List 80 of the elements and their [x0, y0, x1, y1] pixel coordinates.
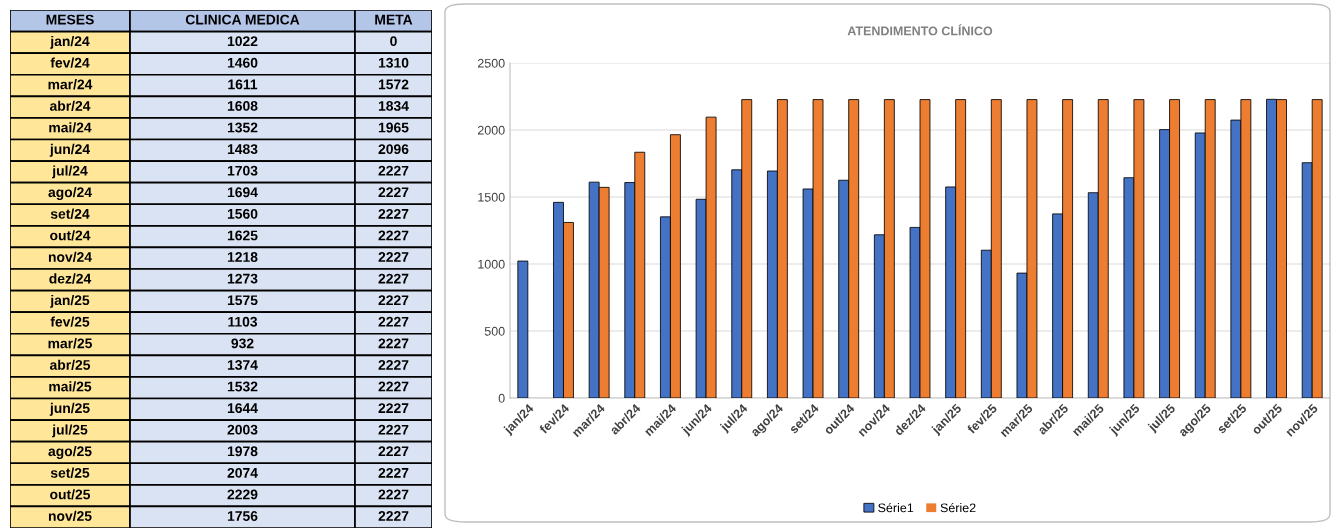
data-label: 1965 [378, 122, 409, 133]
text: MESES [46, 14, 94, 25]
category-label: mar/24 [48, 79, 93, 90]
y-tick-label: 2000 [477, 125, 505, 135]
category-label: nov/25 [48, 510, 92, 522]
data-label: 2227 [378, 467, 409, 478]
y-tick-label: 1000 [478, 259, 505, 269]
category-label: fev/24 [50, 57, 90, 68]
y-tick-label: 0 [498, 393, 505, 403]
legend-label: Série1 [878, 502, 914, 513]
y-tick-label: 500 [484, 326, 505, 336]
data-label: 1218 [227, 252, 258, 262]
category-label: jan/24 [50, 35, 90, 49]
data-label: 2227 [378, 208, 409, 219]
category-label: dez/24 [49, 273, 92, 284]
data-label: 2227 [378, 446, 409, 457]
data-label: 2227 [378, 230, 409, 241]
data-label: 0 [390, 36, 397, 47]
category-label: set/24 [50, 208, 90, 219]
data-label: 2227 [378, 295, 409, 305]
data-label: 932 [231, 338, 254, 349]
data-label: 1575 [227, 295, 258, 306]
data-label: 1625 [227, 230, 258, 241]
data-label: 1572 [378, 79, 409, 90]
category-label: mai/25 [49, 381, 92, 392]
data-label: 2227 [378, 424, 409, 435]
data-label: 2229 [227, 489, 258, 500]
legend-label: Série2 [940, 502, 976, 513]
data-label: 1834 [378, 101, 409, 111]
series-label: CLINICA MEDICA [185, 14, 300, 25]
data-label: 2227 [378, 187, 409, 198]
data-label: 2227 [378, 273, 409, 284]
data-label: 2003 [227, 424, 258, 435]
data-label: 1756 [227, 511, 258, 521]
data-label: 2227 [378, 338, 409, 349]
series-label: META [375, 14, 413, 25]
category-label: out/25 [50, 489, 91, 500]
data-label: 2074 [227, 467, 258, 478]
data-label: 1483 [227, 144, 258, 155]
chart-title: ATENDIMENTO CLÍNICO [847, 24, 993, 36]
data-label: 1978 [227, 446, 258, 457]
data-label: 2096 [378, 144, 409, 155]
category-label: jun/24 [49, 143, 90, 157]
data-label: 1374 [227, 360, 258, 370]
data-label: 1703 [227, 165, 258, 176]
category-label: mar/25 [48, 338, 93, 349]
data-label: 1611 [228, 79, 258, 90]
data-label: 2227 [378, 403, 409, 413]
category-label: nov/24 [48, 251, 92, 263]
data-label: 1103 [228, 316, 258, 327]
y-tick-label: 2500 [477, 58, 505, 68]
data-label: 2227 [378, 252, 409, 262]
data-label: 1644 [227, 403, 258, 414]
data-label: 1310 [378, 57, 409, 68]
data-label: 2227 [378, 316, 409, 327]
data-label: 1608 [227, 101, 258, 111]
data-label: 2227 [378, 511, 409, 521]
category-label: mai/24 [49, 122, 92, 133]
category-label: abr/25 [49, 359, 91, 370]
category-label: ago/24 [48, 186, 92, 200]
category-label: out/24 [50, 230, 91, 241]
data-label: 1460 [227, 57, 258, 68]
data-label: 1694 [227, 187, 258, 198]
category-label: ago/25 [48, 445, 92, 459]
category-label: jul/24 [52, 165, 88, 179]
data-label: 2227 [378, 381, 409, 392]
category-label: set/25 [50, 467, 90, 478]
data-label: 1273 [227, 273, 258, 284]
y-tick-label: 1500 [478, 192, 505, 202]
category-label: jan/25 [50, 294, 90, 308]
data-label: 1022 [227, 36, 258, 47]
category-label: fev/25 [50, 316, 90, 327]
category-label: abr/24 [49, 100, 91, 111]
data-label: 1352 [227, 122, 258, 133]
data-label: 1560 [227, 208, 258, 219]
data-label: 2227 [378, 489, 409, 500]
data-label: 2227 [378, 165, 409, 176]
bar [517, 260, 529, 398]
data-label: 2227 [378, 360, 409, 370]
data-label: 1532 [227, 381, 258, 392]
